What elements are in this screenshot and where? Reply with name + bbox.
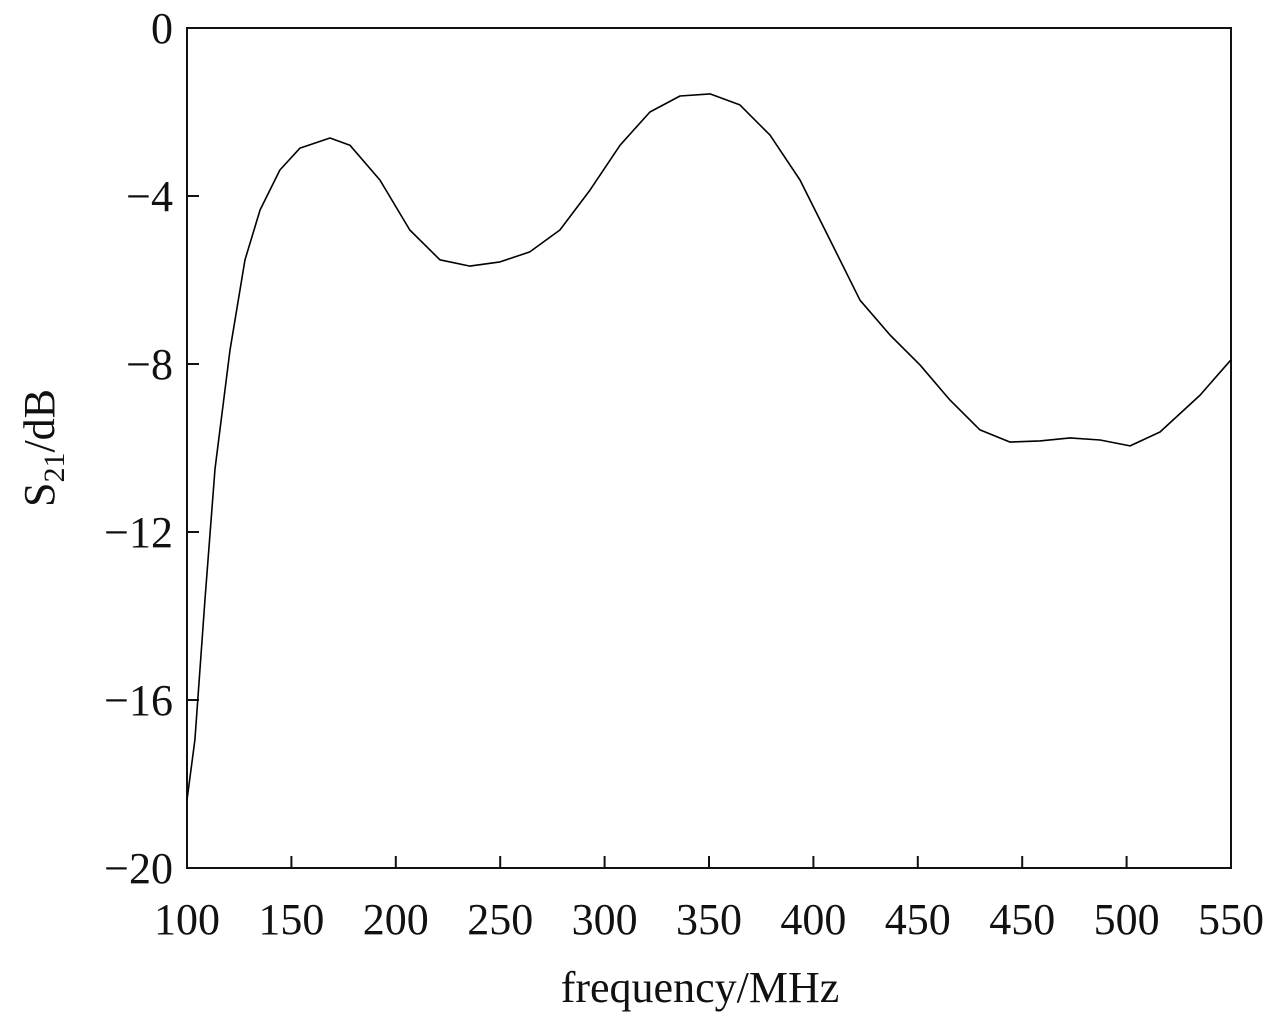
y-tick-label: 0 [151, 4, 173, 53]
x-tick-label: 150 [258, 895, 324, 944]
y-tick-label: −8 [126, 340, 173, 389]
x-tick-label: 400 [780, 895, 846, 944]
y-tick-label: −20 [104, 844, 173, 893]
y-tick-label: −12 [104, 508, 173, 557]
y-axis-label: S21/dB [15, 389, 71, 507]
y-tick-label: −4 [126, 172, 173, 221]
x-tick-label: 550 [1198, 895, 1264, 944]
x-tick-label: 350 [676, 895, 742, 944]
y-tick-label: −16 [104, 676, 173, 725]
y-label-base: S [15, 483, 64, 507]
y-label-rest: /dB [15, 389, 64, 453]
y-label-sub: 21 [38, 453, 71, 483]
x-tick-label: 300 [572, 895, 638, 944]
x-axis-label: frequency/MHz [561, 963, 840, 1012]
x-tick-label: 450 [885, 895, 951, 944]
x-tick-label: 100 [154, 895, 220, 944]
x-tick-label: 500 [1094, 895, 1160, 944]
x-tick-label: 200 [363, 895, 429, 944]
line-series [186, 93, 1232, 801]
x-tick-label: 450 [989, 895, 1055, 944]
plot-frame [186, 27, 1232, 869]
x-tick-label: 250 [467, 895, 533, 944]
